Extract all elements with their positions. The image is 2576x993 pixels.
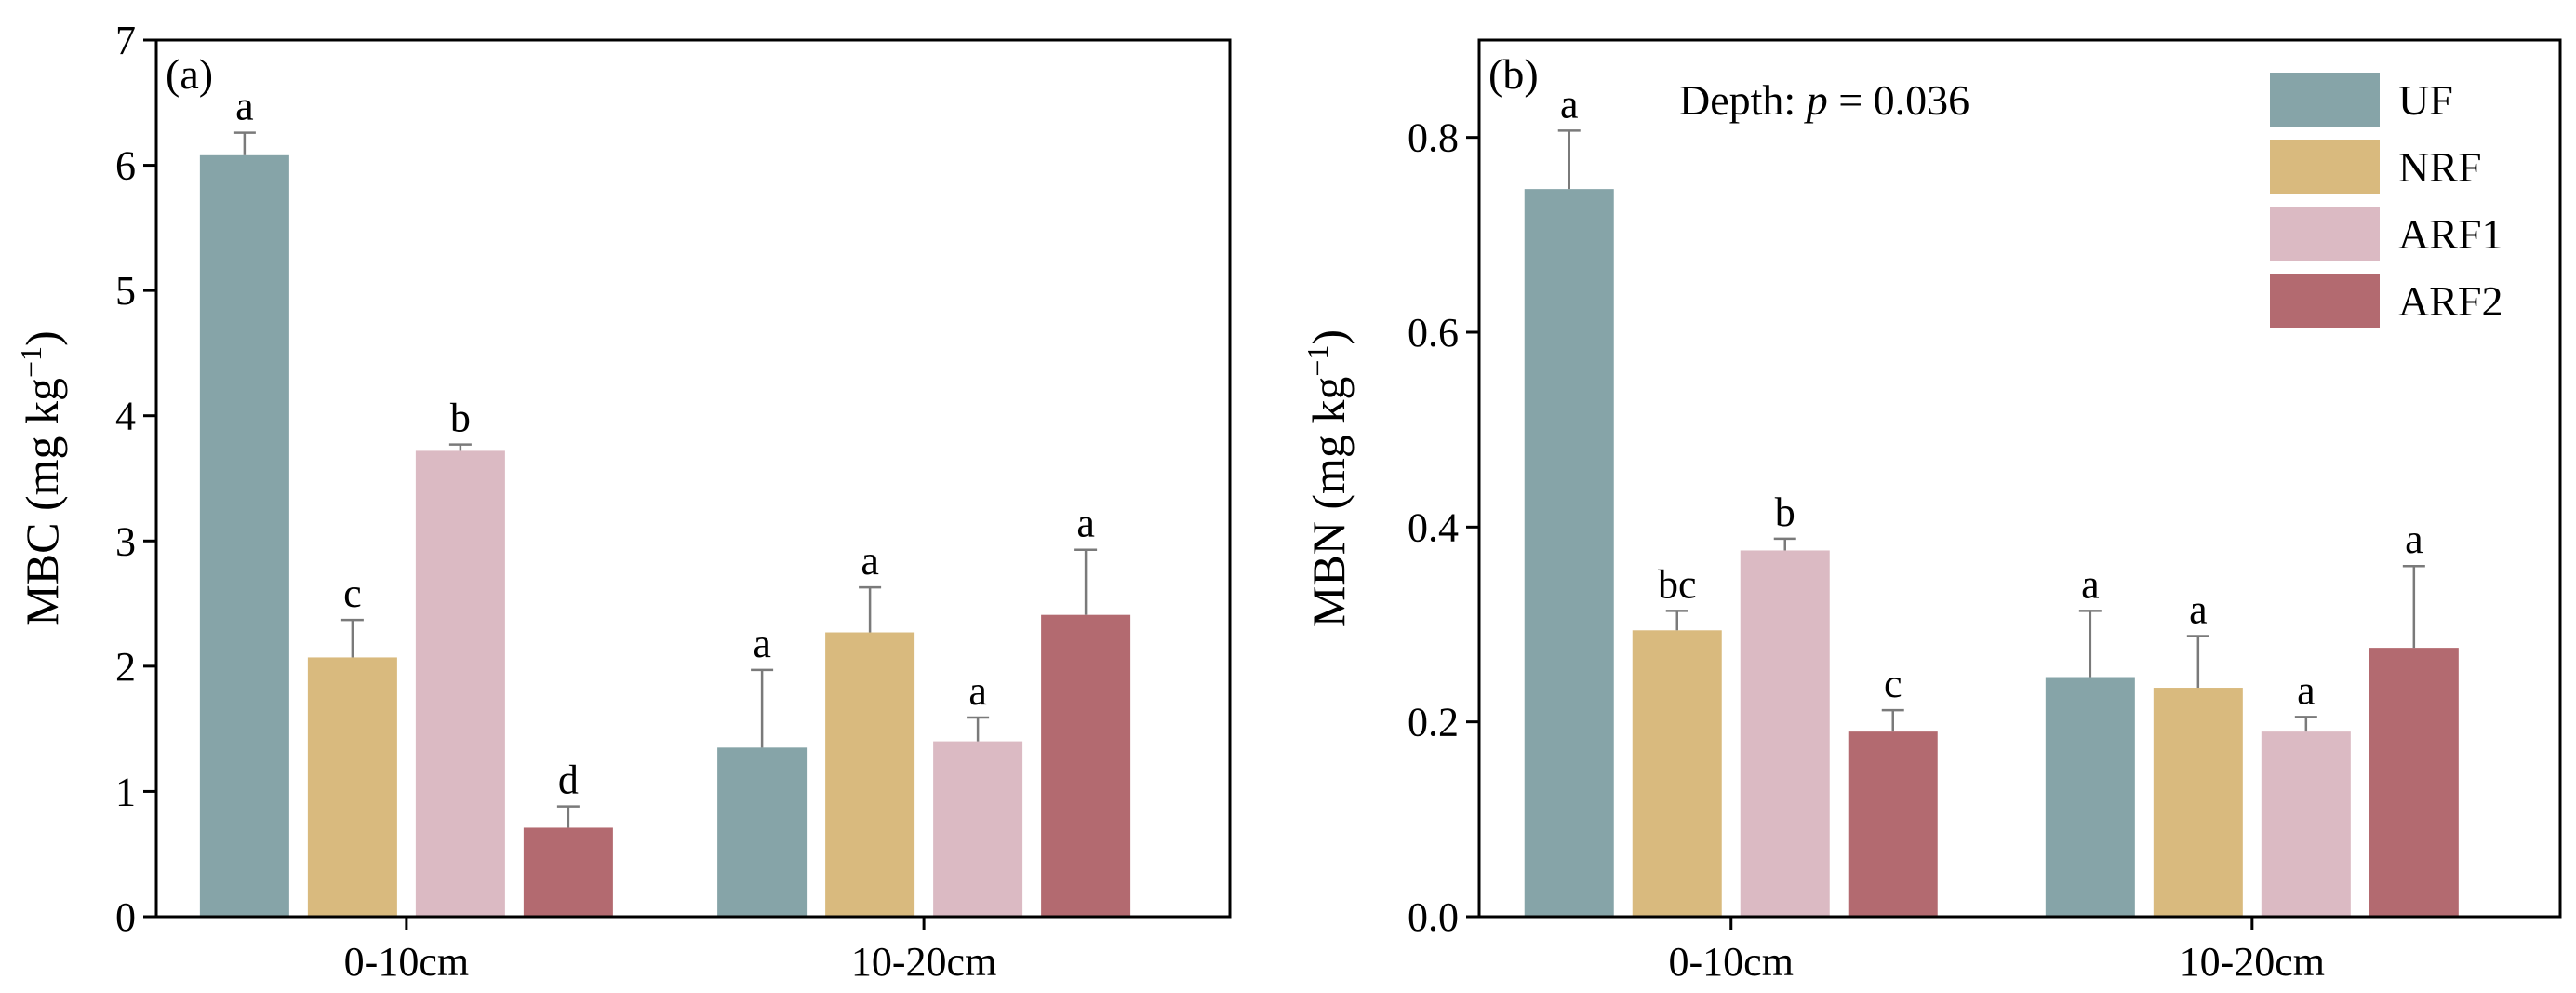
bar-arf1-0-10cm xyxy=(415,450,505,917)
y-tick-label: 0.2 xyxy=(1408,700,1459,745)
y-tick-label: 0.0 xyxy=(1408,894,1459,940)
bar-nrf-10-20cm xyxy=(2153,688,2243,917)
y-tick-label: 0 xyxy=(115,894,136,940)
y-tick-label: 0.4 xyxy=(1408,504,1459,550)
significance-letter: a xyxy=(2081,561,2100,607)
panel-b: a a bc a b a c a 0.0 0.2 0.4 0.6 0.8 0-10cm 10-20cm MBN… xyxy=(1301,38,2562,985)
legend-label: ARF2 xyxy=(2398,277,2503,325)
significance-letter: a xyxy=(2405,517,2423,562)
significance-letter: a xyxy=(2189,587,2208,633)
significance-letter: a xyxy=(753,621,771,666)
x-tick-label: 10-20cm xyxy=(851,939,996,985)
bar-nrf-0-10cm xyxy=(1632,630,1722,917)
y-tick-label: 0.6 xyxy=(1408,310,1459,356)
panel-label: (a) xyxy=(166,50,213,98)
bar-arf1-10-20cm xyxy=(933,741,1023,917)
y-tick-label: 1 xyxy=(115,769,136,814)
significance-letter: a xyxy=(2297,667,2316,713)
legend-swatch-uf xyxy=(2270,73,2380,127)
significance-letter: d xyxy=(558,758,579,803)
bar-uf-10-20cm xyxy=(2045,677,2135,917)
legend-label: NRF xyxy=(2398,143,2481,191)
bar-arf2-0-10cm xyxy=(523,827,613,917)
legend-label: ARF1 xyxy=(2398,210,2503,258)
bar-arf1-0-10cm xyxy=(1740,550,1830,917)
panel-a: a a c a b a d a 0 1 2 3 4 5 6 7 0-10cm 10-20cm MBC (mg kg−… xyxy=(14,18,1232,985)
x-tick-label: 0-10cm xyxy=(344,939,469,985)
y-tick-label: 4 xyxy=(115,394,136,439)
significance-letter: b xyxy=(1775,490,1795,535)
panel-label: (b) xyxy=(1488,50,1539,98)
significance-letter: a xyxy=(235,84,254,129)
significance-letter: c xyxy=(1884,661,1902,706)
y-axis-label: MBN (mg kg−1) xyxy=(1301,329,1355,627)
y-axis-label: MBC (mg kg−1) xyxy=(14,330,68,625)
legend-swatch-arf1 xyxy=(2270,207,2380,261)
legend-swatch-arf2 xyxy=(2270,274,2380,328)
bar-arf2-0-10cm xyxy=(1848,731,1938,917)
significance-letter: a xyxy=(861,538,879,584)
significance-letter: a xyxy=(1076,501,1095,546)
bar-uf-10-20cm xyxy=(717,747,808,917)
bar-arf1-10-20cm xyxy=(2261,731,2351,917)
y-tick-label: 3 xyxy=(115,518,136,564)
bar-nrf-0-10cm xyxy=(307,657,397,917)
bar-uf-0-10cm xyxy=(199,154,289,917)
y-tick-label: 2 xyxy=(115,644,136,690)
significance-letter: b xyxy=(450,396,471,441)
plot-frame xyxy=(1477,38,2562,919)
legend-label: UF xyxy=(2398,76,2453,124)
x-tick-label: 10-20cm xyxy=(2180,939,2325,985)
plot-frame xyxy=(154,38,1232,919)
bar-nrf-10-20cm xyxy=(825,632,915,917)
y-tick-label: 7 xyxy=(115,18,136,63)
y-tick-label: 6 xyxy=(115,143,136,189)
bar-arf2-10-20cm xyxy=(1041,614,1131,917)
bar-arf2-10-20cm xyxy=(2369,648,2459,917)
significance-letter: a xyxy=(968,668,987,714)
significance-letter: a xyxy=(1560,81,1579,127)
x-tick-label: 0-10cm xyxy=(1669,939,1794,985)
legend-swatch-nrf xyxy=(2270,140,2380,194)
y-tick-label: 0.8 xyxy=(1408,115,1459,161)
significance-letter: c xyxy=(343,570,362,616)
depth-annotation: Depth: p = 0.036 xyxy=(1679,76,1969,124)
significance-letter: bc xyxy=(1658,561,1697,607)
bar-uf-0-10cm xyxy=(1524,189,1614,917)
y-tick-label: 5 xyxy=(115,268,136,314)
legend: UF NRF ARF1 ARF2 xyxy=(2270,73,2503,328)
